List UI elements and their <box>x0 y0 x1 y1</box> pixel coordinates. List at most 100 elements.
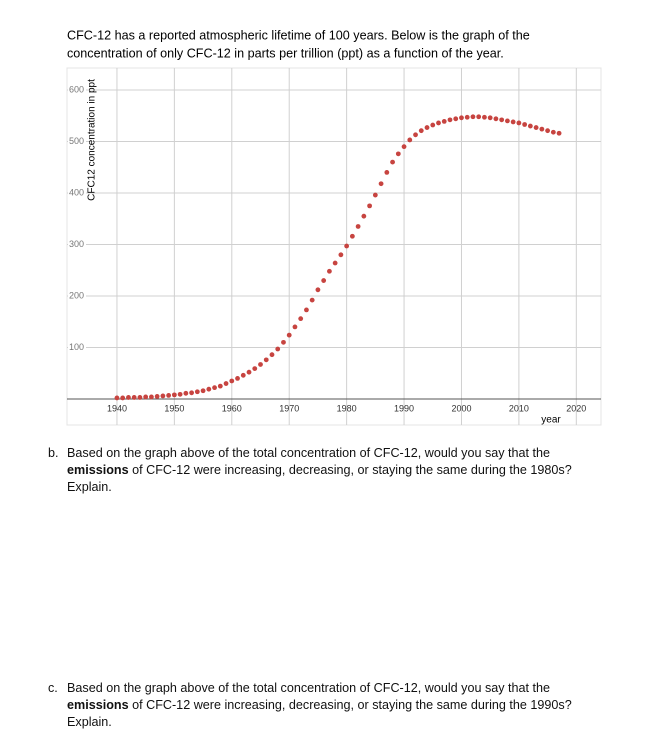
point <box>200 388 206 394</box>
intro-line: concentration of only CFC-12 in parts pe… <box>67 46 504 60</box>
point <box>447 117 453 123</box>
x-tick-label: 1940 <box>107 403 127 413</box>
x-tick-label: 1980 <box>337 403 357 413</box>
tick-label-bg <box>68 290 86 301</box>
point <box>407 137 413 143</box>
text: Based on the graph above of the total co… <box>67 681 551 695</box>
point <box>223 381 229 386</box>
y-tick-label: 500 <box>69 136 84 146</box>
point <box>246 369 252 375</box>
point <box>263 357 269 363</box>
point <box>384 169 390 175</box>
point <box>258 362 263 367</box>
point <box>344 243 350 249</box>
point <box>315 287 321 293</box>
point <box>292 324 298 330</box>
point <box>131 395 137 400</box>
point <box>470 114 476 120</box>
point <box>539 126 545 132</box>
point <box>476 114 482 120</box>
question: b. Based on the graph above of the total… <box>48 445 608 496</box>
point <box>355 224 361 229</box>
point <box>395 151 401 157</box>
point <box>378 181 384 187</box>
point <box>143 394 149 400</box>
point <box>516 120 522 126</box>
tick-label-bg <box>68 187 86 198</box>
bold-text: emissions <box>67 698 129 712</box>
text: of CFC-12 were increasing, decreasing, o… <box>67 463 572 494</box>
question-text: Based on the graph above of the total co… <box>67 680 608 731</box>
point <box>459 115 464 121</box>
x-tick-label: 2020 <box>566 403 586 413</box>
point <box>493 116 499 122</box>
point <box>372 192 378 198</box>
point <box>183 390 189 396</box>
point <box>229 378 235 384</box>
point <box>281 339 286 345</box>
point <box>206 386 212 392</box>
point <box>361 213 367 219</box>
point <box>160 393 166 399</box>
point <box>275 346 281 352</box>
intro-line: CFC-12 has a reported atmospheric lifeti… <box>67 28 530 42</box>
point <box>401 144 407 150</box>
point <box>212 385 217 391</box>
point <box>126 395 131 400</box>
y-tick-label: 600 <box>69 84 84 94</box>
chart: CFC-12 has a reported atmospheric lifeti… <box>66 28 602 426</box>
x-tick-label: 2010 <box>509 403 529 413</box>
tick-label-bg <box>68 84 86 95</box>
question-label: b. <box>48 446 59 460</box>
point <box>418 128 424 134</box>
point <box>430 122 436 128</box>
point <box>120 395 126 401</box>
point <box>149 394 154 400</box>
point <box>235 375 240 381</box>
point <box>453 116 459 122</box>
tick-label-bg <box>68 239 86 250</box>
point <box>194 389 200 395</box>
point <box>286 332 292 338</box>
point <box>545 128 550 134</box>
point <box>367 203 372 209</box>
point <box>240 372 246 378</box>
point <box>499 117 505 123</box>
point <box>269 352 275 358</box>
point <box>550 129 556 135</box>
text: Based on the graph above of the total co… <box>67 446 551 460</box>
point <box>413 132 418 138</box>
point <box>505 118 510 124</box>
point <box>332 260 338 266</box>
question-text: Based on the graph above of the total co… <box>67 445 608 496</box>
y-tick-label: 300 <box>69 239 84 249</box>
point <box>441 119 447 124</box>
point <box>390 159 395 165</box>
x-axis-label: year <box>541 415 561 426</box>
point <box>154 394 160 399</box>
point <box>327 268 332 274</box>
point <box>177 391 183 397</box>
x-tick-label: 1960 <box>222 403 242 413</box>
point <box>533 125 539 130</box>
plot-area <box>66 67 602 426</box>
point <box>171 392 177 398</box>
y-tick-label: 100 <box>69 342 84 352</box>
y-tick-label: 400 <box>69 187 84 197</box>
point <box>436 120 441 126</box>
point <box>309 297 315 303</box>
bold-text: emissions <box>67 463 129 477</box>
point <box>338 252 344 258</box>
point <box>217 383 223 389</box>
x-tick-label: 1950 <box>164 403 184 413</box>
point <box>349 233 355 239</box>
point <box>464 114 470 120</box>
y-tick-label: 200 <box>69 290 84 300</box>
point <box>298 316 304 322</box>
y-axis-label: CFC12 concentration in ppt <box>87 79 98 201</box>
question: c. Based on the graph above of the total… <box>48 680 608 731</box>
x-tick-label: 1970 <box>279 403 299 413</box>
point <box>522 122 528 127</box>
tick-label-bg <box>68 342 86 353</box>
